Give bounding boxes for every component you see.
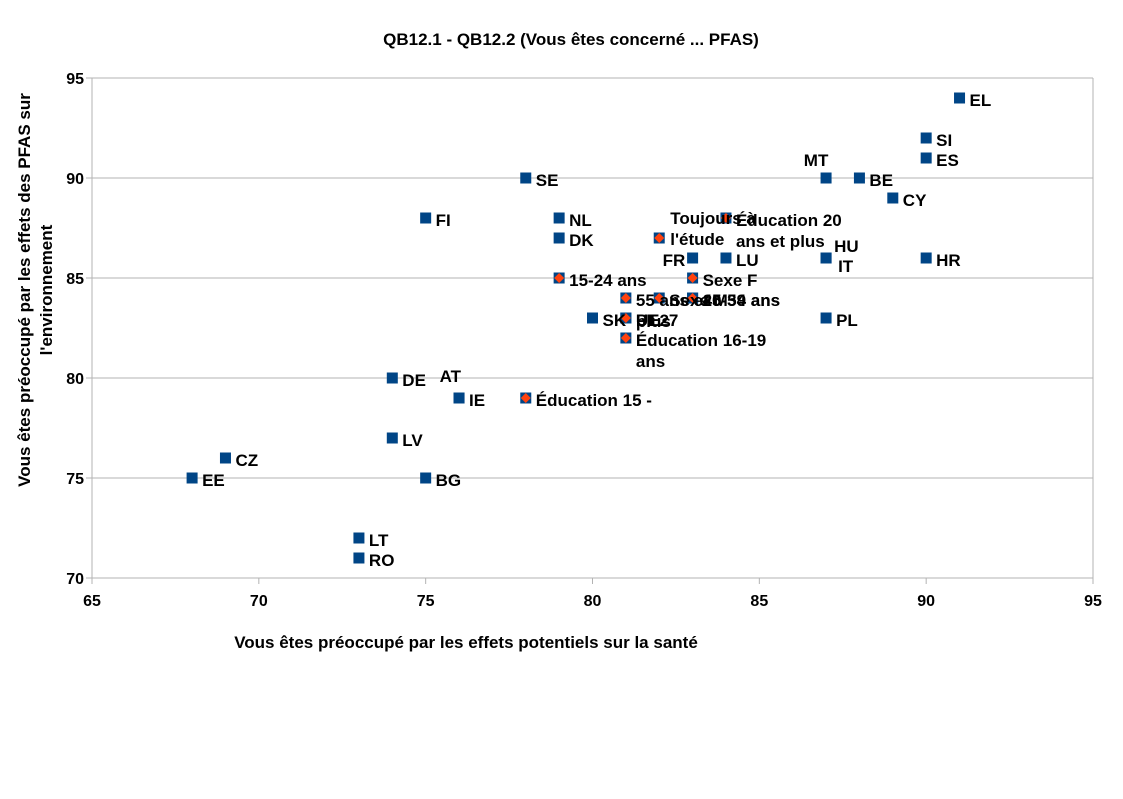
- point-toujours-l-tude: [654, 233, 665, 243]
- point-label--ducation-20-ans-et-plus: Éducation 20 ans et plus: [736, 211, 842, 251]
- y-axis-title-line-2: l'environnement: [37, 224, 56, 355]
- point-label-si: SI: [936, 131, 952, 150]
- point-label-cz: CZ: [235, 451, 258, 470]
- point-fi: [420, 212, 432, 224]
- point-label-55-ans-et-plus: 55 ans et plus: [636, 291, 709, 331]
- point-label-fr: FR: [663, 251, 686, 270]
- point-label-bg: BG: [436, 471, 462, 490]
- point-15-24-ans: [554, 273, 565, 283]
- y-tick-label: 75: [66, 471, 84, 488]
- data-points: [186, 92, 966, 564]
- y-tick-label: 85: [66, 271, 84, 288]
- point-label-cy: CY: [903, 191, 927, 210]
- point-cz: [219, 452, 231, 464]
- point-label-ee: EE: [202, 471, 225, 490]
- x-tick-label: 75: [417, 593, 435, 610]
- point--ducation-20-ans-et-plus: [720, 213, 731, 223]
- point-label-lt: LT: [369, 531, 389, 550]
- x-tick-label: 95: [1084, 593, 1102, 610]
- point-label-be: BE: [869, 171, 893, 190]
- point-ie: [453, 392, 465, 404]
- point-si: [920, 132, 932, 144]
- point-nl: [553, 212, 565, 224]
- point-it: [820, 252, 832, 264]
- point-label-el: EL: [970, 91, 992, 110]
- y-axis-title-line-1: Vous êtes préoccupé par les effets des P…: [15, 93, 34, 487]
- point-se: [520, 172, 532, 184]
- point-lu: [720, 252, 732, 264]
- point-ro: [353, 552, 365, 564]
- point-label-lu: LU: [736, 251, 759, 270]
- point-hr: [920, 252, 932, 264]
- point-label-hu: HU: [834, 237, 859, 256]
- point-sexe-m: [654, 293, 665, 303]
- point-label-ro: RO: [369, 551, 395, 570]
- point--ducation-15-: [520, 393, 531, 403]
- point-bg: [420, 472, 432, 484]
- point-label-de: DE: [402, 371, 426, 390]
- point-es: [920, 152, 932, 164]
- point-label-at: AT: [440, 367, 462, 386]
- point-de: [386, 372, 398, 384]
- point-label-sk: SK: [603, 311, 627, 330]
- point-label-lv: LV: [402, 431, 423, 450]
- point-label-it: IT: [838, 257, 854, 276]
- point-label-ie: IE: [469, 391, 485, 410]
- y-tick-label: 70: [66, 571, 84, 588]
- x-tick-label: 65: [83, 593, 101, 610]
- point-fr: [687, 252, 699, 264]
- point-label-toujours-l-tude: Toujours à l'étude: [670, 209, 756, 249]
- point-sexe-f: [687, 273, 698, 283]
- x-tick-label: 90: [917, 593, 935, 610]
- point-label-pt: PT: [636, 311, 658, 330]
- point-label-dk: DK: [569, 231, 594, 250]
- point-label-mt: MT: [804, 151, 829, 170]
- point-sk: [587, 312, 598, 324]
- x-tick-label: 80: [584, 593, 602, 610]
- point-label-se: SE: [536, 171, 559, 190]
- point-el: [954, 92, 966, 104]
- tick-labels: 70 75 80 85 90 95 65 70 75 80 85 90 95: [66, 71, 1102, 610]
- point-55-ans-et-plus: [620, 293, 631, 303]
- point-lv: [386, 432, 398, 444]
- point-label-15-24-ans: 15-24 ans: [569, 271, 647, 290]
- y-tick-label: 90: [66, 171, 84, 188]
- point-label-pl: PL: [836, 311, 858, 330]
- y-axis-title: Vous êtes préoccupé par les effets des P…: [15, 93, 56, 487]
- y-tick-label: 95: [66, 71, 84, 88]
- axes: [86, 77, 1094, 584]
- point-label-es: ES: [936, 151, 959, 170]
- point-mt: [820, 172, 832, 184]
- y-tick-label: 80: [66, 371, 84, 388]
- point-label-nl: NL: [569, 211, 592, 230]
- point-cy: [887, 192, 899, 204]
- point-pl: [820, 312, 832, 324]
- x-axis-title: Vous êtes préoccupé par les effets poten…: [234, 633, 698, 652]
- point-label--ducation-16-19-ans: Éducation 16-19 ans: [636, 331, 766, 371]
- point-ee: [186, 472, 198, 484]
- point-label-40-54-ans: 40-54 ans: [703, 291, 781, 310]
- point-be: [853, 172, 865, 184]
- x-tick-label: 70: [250, 593, 268, 610]
- point-label--ducation-15-: Éducation 15 -: [536, 391, 652, 410]
- point-ue27: [620, 313, 631, 323]
- chart-title: QB12.1 - QB12.2 (Vous êtes concerné ... …: [383, 30, 759, 49]
- x-tick-label: 85: [750, 593, 768, 610]
- point-label-fi: FI: [436, 211, 451, 230]
- point-dk: [553, 232, 565, 244]
- point--ducation-16-19-ans: [620, 333, 631, 343]
- point-label-ue27: UE27: [636, 311, 679, 330]
- point-40-54-ans: [687, 293, 698, 303]
- point-label-25-39-ans: 25-39 ans: [703, 291, 781, 310]
- point-label-sexe-f: Sexe F: [703, 271, 758, 290]
- point-lt: [353, 532, 365, 544]
- point-label-sexe-m: Sexe M: [669, 291, 728, 310]
- point-label-hr: HR: [936, 251, 961, 270]
